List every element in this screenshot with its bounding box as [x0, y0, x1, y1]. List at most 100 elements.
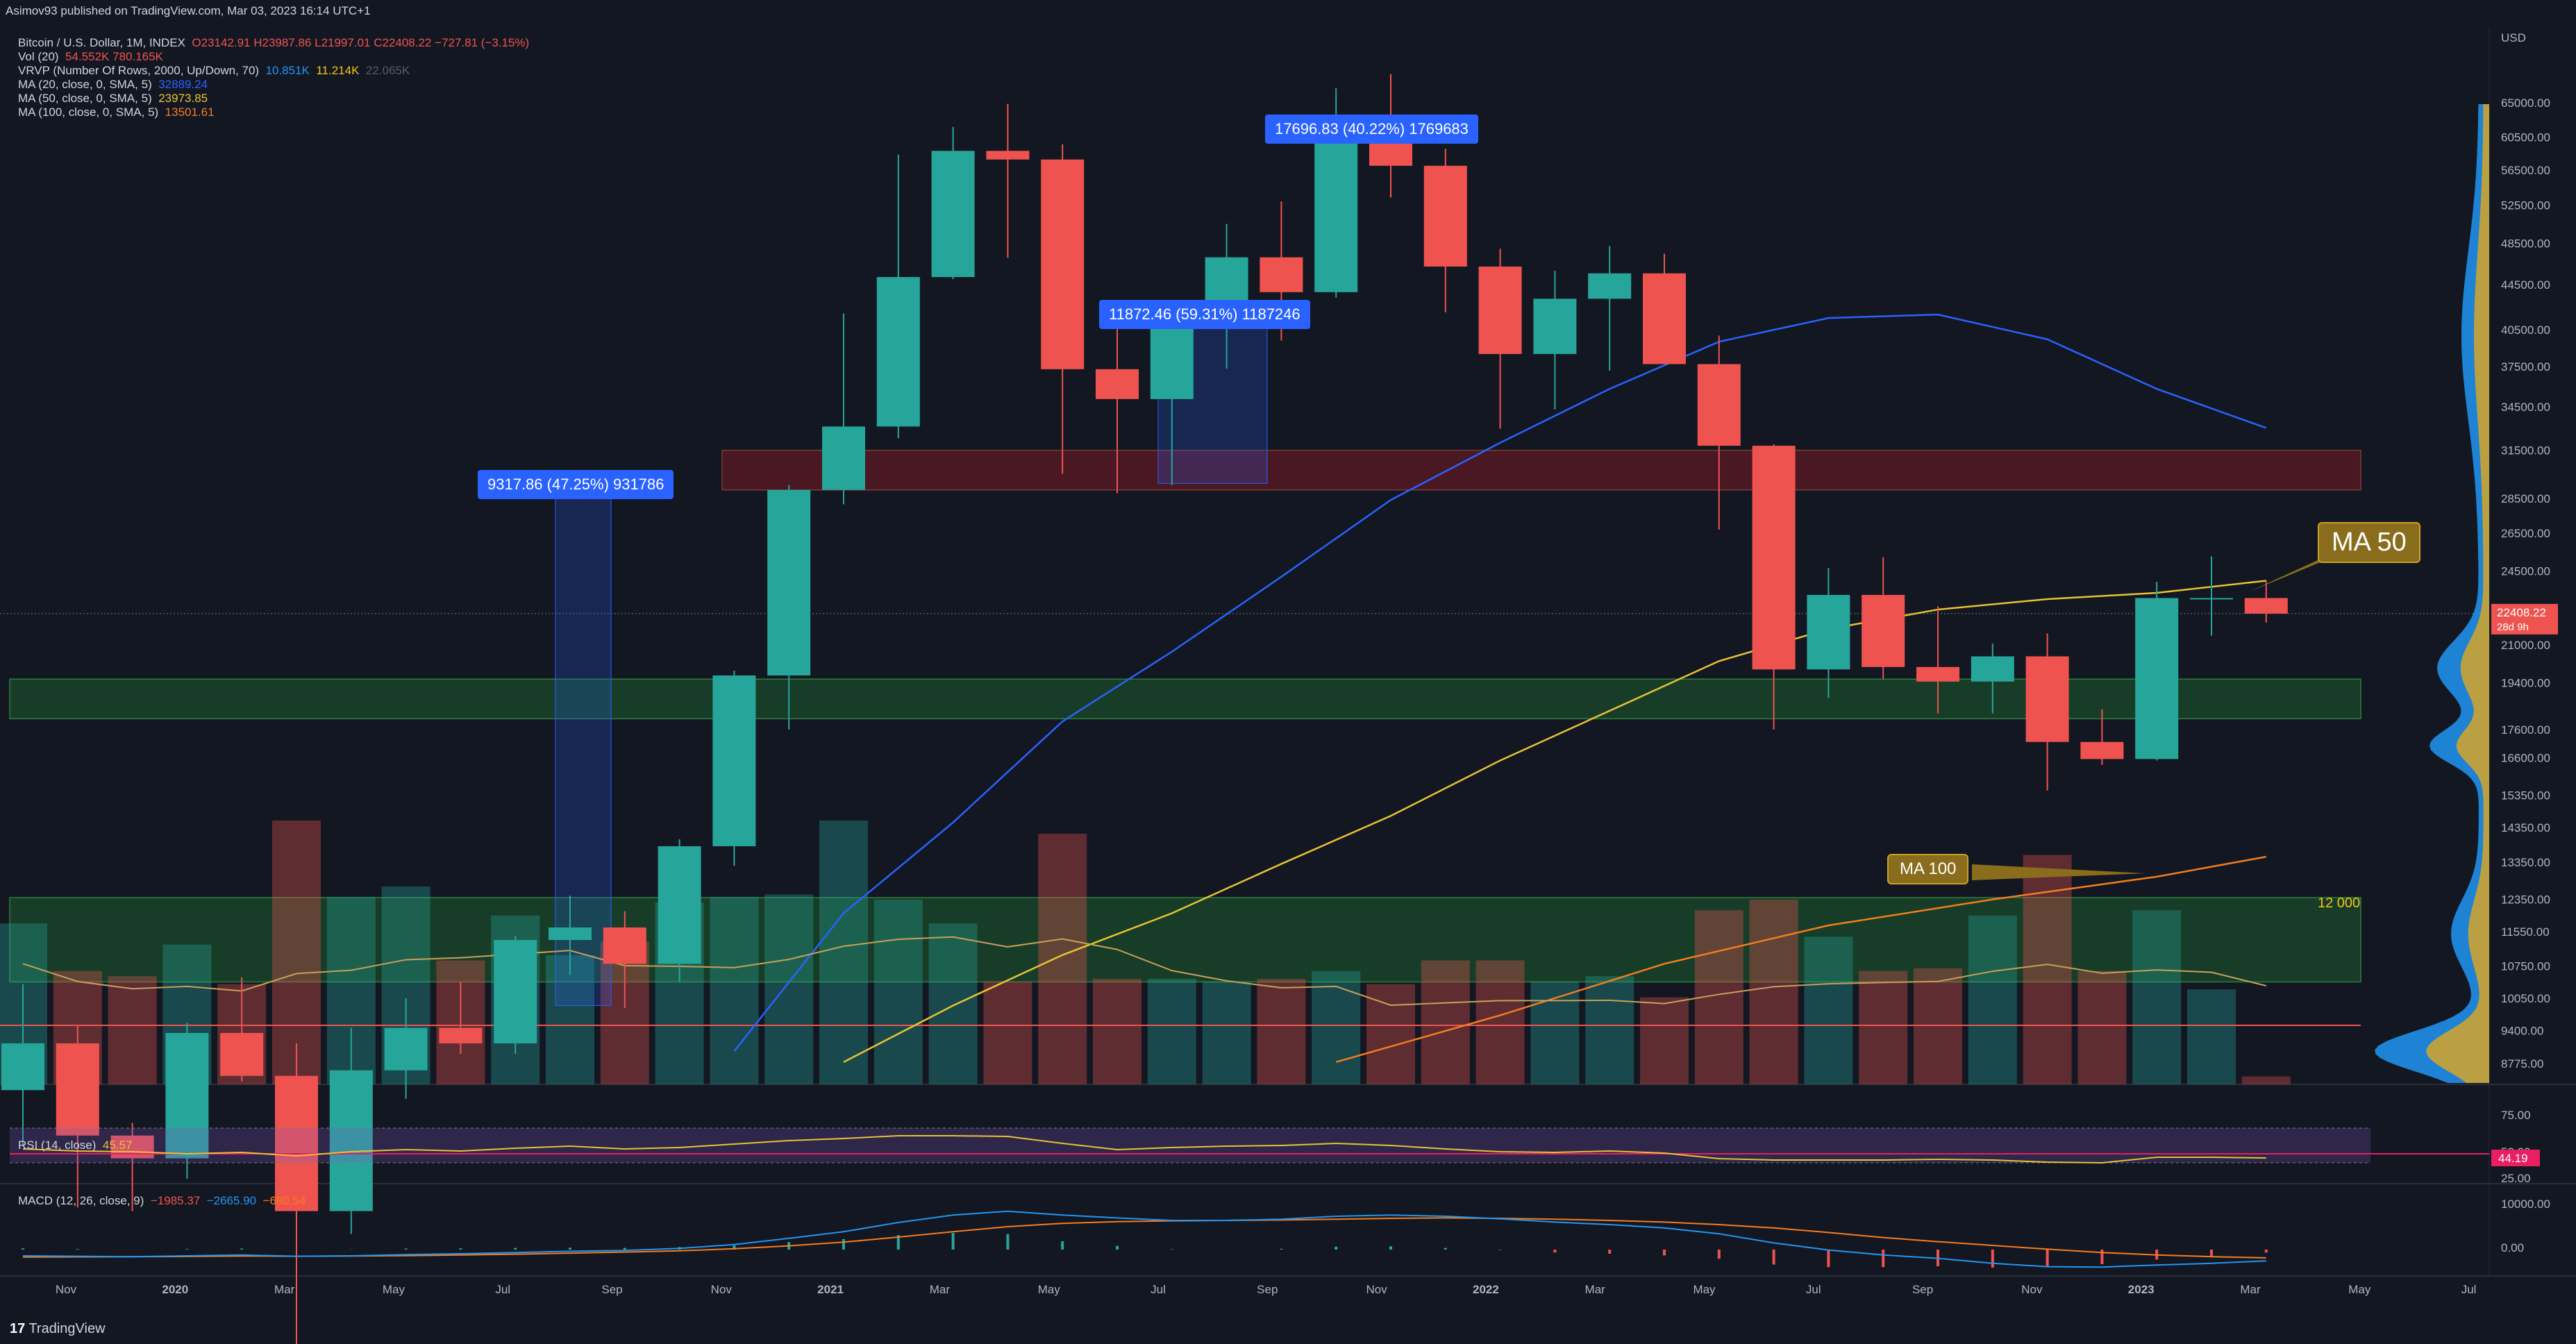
candle-body: [1916, 666, 1959, 682]
volume-bar: [2077, 971, 2127, 1084]
time-tick-label: Nov: [711, 1283, 733, 1296]
candle-body: [2025, 656, 2069, 742]
candle-body: [767, 489, 811, 675]
price-tick-label: 52500.00: [2501, 199, 2550, 212]
candle-body: [822, 426, 865, 490]
volume-bar: [1202, 981, 1251, 1084]
price-tick-label: 10750.00: [2501, 960, 2550, 973]
currency-label: USD: [2501, 31, 2526, 44]
price-tag: 22408.22: [2497, 606, 2546, 619]
rsi-current-label: 44.19: [2498, 1152, 2528, 1165]
price-tick-label: 26500.00: [2501, 527, 2550, 540]
tradingview-logo[interactable]: 17 TradingView: [10, 1321, 106, 1337]
time-tick-label: Nov: [56, 1283, 77, 1296]
price-tick-label: 10050.00: [2501, 992, 2550, 1005]
price-tick-label: 14350.00: [2501, 821, 2550, 834]
volume-bar: [1421, 960, 1470, 1084]
ma50-label[interactable]: MA (50, close, 0, SMA, 5): [18, 92, 152, 105]
candle-body: [2244, 598, 2288, 614]
volume-bar: [2132, 910, 2182, 1084]
time-tick-label: Sep: [1912, 1283, 1933, 1296]
rsi-band: [10, 1128, 2370, 1163]
time-tick-label: May: [383, 1283, 405, 1296]
rsi-label[interactable]: RSI (14, close): [18, 1139, 97, 1152]
candle-body: [1533, 299, 1577, 354]
ma20-line: [733, 313, 2267, 1052]
rsi-value: 45.57: [102, 1139, 133, 1152]
time-tick-label: Sep: [1257, 1283, 1278, 1296]
candle-body: [439, 1027, 483, 1043]
tv-logo-icon: 17: [10, 1321, 26, 1336]
vrvp-down-profile: [2426, 104, 2489, 1083]
price-tick-label: 16600.00: [2501, 751, 2550, 764]
price-tick-label: 28500.00: [2501, 492, 2550, 505]
volume-bar: [819, 821, 868, 1084]
measure-callout-1[interactable]: 9317.86 (47.25%) 931786: [478, 470, 674, 499]
time-tick-label: Nov: [2021, 1283, 2043, 1296]
volume-bar: [1640, 997, 1689, 1084]
volume-bar: [1749, 900, 1798, 1084]
time-tick-label: Jul: [495, 1283, 510, 1296]
volume-label[interactable]: Vol (20): [18, 50, 59, 63]
candle-body: [165, 1032, 209, 1159]
vrvp-label[interactable]: VRVP (Number Of Rows, 2000, Up/Down, 70): [18, 64, 260, 77]
candle-body: [986, 151, 1030, 160]
countdown-label: 28d 9h: [2497, 621, 2529, 633]
rsi-level-label: 25.00: [2501, 1172, 2531, 1185]
candle-body: [1041, 159, 1085, 369]
volume-bar: [108, 976, 157, 1084]
candle-body: [2135, 598, 2179, 759]
volume-bar: [1366, 984, 1415, 1084]
time-tick-label: Mar: [2240, 1283, 2261, 1296]
price-tick-label: 31500.00: [2501, 444, 2550, 457]
published-header: Asimov93 published on TradingView.com, M…: [6, 4, 371, 17]
candle-body: [1807, 594, 1850, 670]
candle-body: [1862, 594, 1905, 667]
candle-body: [2190, 598, 2233, 600]
candle-body: [1752, 446, 1796, 670]
candle-body: [275, 1075, 318, 1211]
candle-body: [712, 675, 756, 846]
price-tick-label: 8775.00: [2501, 1057, 2543, 1070]
macd-tick-label: 0.00: [2501, 1241, 2524, 1254]
vrvp-down: 11.214K: [316, 64, 360, 77]
vrvp-total: 22.065K: [365, 64, 410, 77]
price-tick-label: 15350.00: [2501, 789, 2550, 802]
macd-line: [22, 1210, 2266, 1268]
ma100-line: [1335, 855, 2267, 1064]
price-tick-label: 40500.00: [2501, 324, 2550, 337]
time-tick-label: May: [1038, 1283, 1061, 1296]
time-tick-label: 2021: [817, 1283, 844, 1296]
price-tick-label: 17600.00: [2501, 723, 2550, 737]
candle-body: [1423, 165, 1467, 267]
price-tick-label: 11550.00: [2501, 925, 2550, 939]
time-tick-label: Mar: [930, 1283, 951, 1296]
price-tick-label: 48500.00: [2501, 237, 2550, 250]
time-tick-label: 2020: [162, 1283, 188, 1296]
volume-bar: [1968, 915, 2017, 1084]
candle-body: [1, 1043, 44, 1091]
measure-callout-3[interactable]: 17696.83 (40.22%) 1769683: [1265, 115, 1478, 144]
volume-bar: [1312, 971, 1361, 1084]
macd-label[interactable]: MACD (12, 26, close, 9): [18, 1194, 144, 1207]
measure-callout-2[interactable]: 11872.46 (59.31%) 1187246: [1099, 300, 1310, 329]
ma20-label[interactable]: MA (20, close, 0, SMA, 5): [18, 78, 152, 91]
candle-body: [658, 846, 701, 964]
volume-values: 54.552K 780.165K: [65, 50, 163, 63]
symbol-label[interactable]: Bitcoin / U.S. Dollar, 1M, INDEX: [18, 36, 185, 49]
volume-ma-line: [22, 936, 2267, 1007]
ma100-label[interactable]: MA (100, close, 0, SMA, 5): [18, 106, 159, 119]
time-tick-label: Jul: [1151, 1283, 1166, 1296]
price-tick-label: 9400.00: [2501, 1024, 2543, 1037]
ma100-callout[interactable]: MA 100: [1887, 854, 1969, 884]
candle-body: [1096, 369, 1139, 399]
volume-bar: [2241, 1076, 2291, 1084]
vrvp-up-profile: [2375, 104, 2489, 1083]
ma50-callout[interactable]: MA 50: [2318, 522, 2420, 563]
time-tick-label: Mar: [1585, 1283, 1606, 1296]
candle-body: [329, 1070, 373, 1211]
chart-legend: Bitcoin / U.S. Dollar, 1M, INDEX O23142.…: [18, 36, 529, 119]
ma20-value: 32889.24: [158, 78, 208, 91]
price-tick-label: 19400.00: [2501, 677, 2550, 690]
